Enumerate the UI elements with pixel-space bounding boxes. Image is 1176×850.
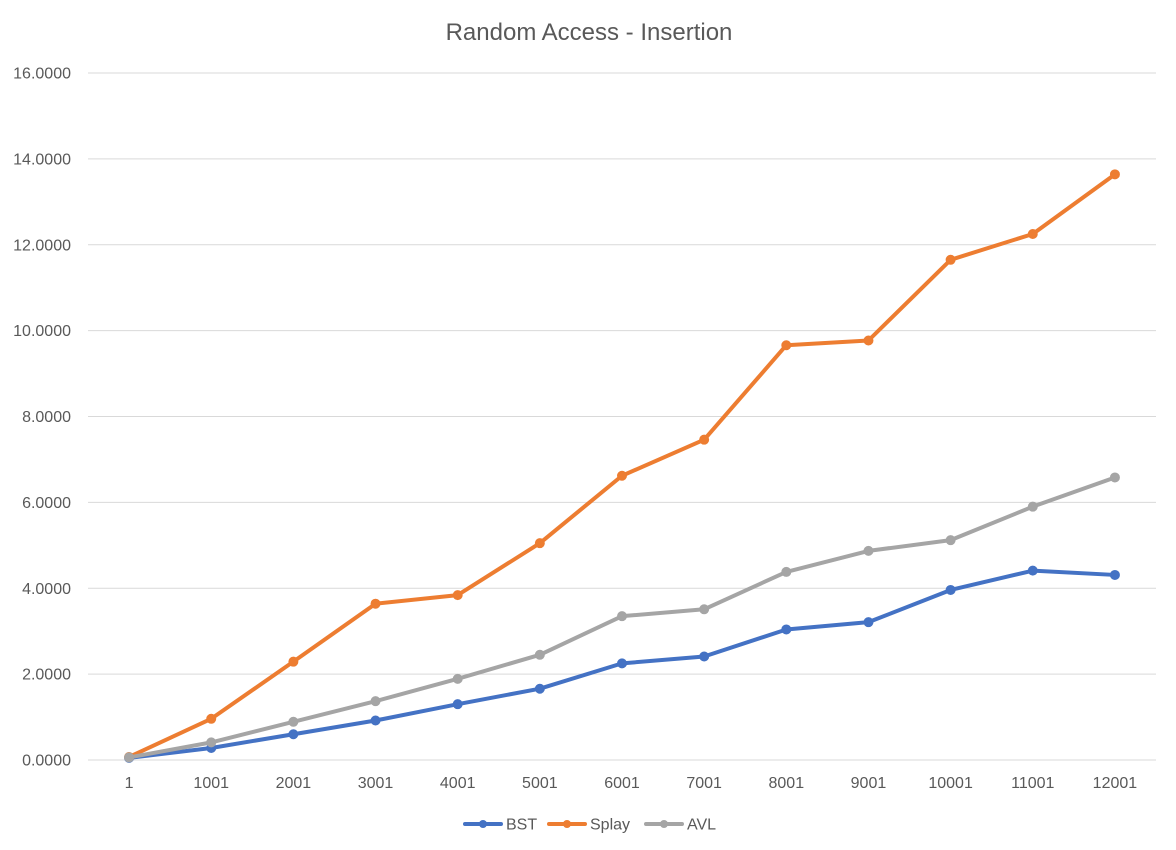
- x-tick-label: 5001: [522, 775, 558, 792]
- series-lines: [124, 169, 1120, 763]
- y-tick-label: 10.0000: [13, 323, 71, 340]
- legend-item-avl: AVL: [644, 817, 716, 834]
- data-point-splay: [370, 598, 381, 609]
- x-tick-label: 4001: [440, 775, 476, 792]
- x-tick-label: 6001: [604, 775, 640, 792]
- data-point-bst: [1027, 565, 1038, 576]
- legend-label: Splay: [590, 817, 630, 834]
- data-point-splay: [452, 590, 463, 601]
- data-point-splay: [1109, 169, 1120, 180]
- series-bst: [124, 565, 1120, 763]
- data-point-splay: [863, 335, 874, 346]
- y-tick-label: 14.0000: [13, 151, 71, 168]
- series-avl: [124, 472, 1120, 763]
- legend-label: BST: [506, 817, 537, 834]
- legend-label: AVL: [687, 817, 716, 834]
- legend-swatch-marker: [479, 820, 487, 828]
- data-point-splay: [288, 656, 299, 667]
- data-point-bst: [781, 624, 792, 635]
- data-point-splay: [1027, 229, 1038, 240]
- y-tick-label: 12.0000: [13, 237, 71, 254]
- data-point-avl: [370, 696, 381, 707]
- series-line-splay: [127, 172, 1117, 759]
- x-tick-label: 8001: [769, 775, 805, 792]
- data-point-avl: [699, 604, 710, 615]
- data-point-avl: [452, 673, 463, 684]
- x-tick-label: 1001: [193, 775, 229, 792]
- data-point-avl: [617, 611, 627, 622]
- x-tick-label: 9001: [851, 775, 887, 792]
- data-point-avl: [945, 535, 956, 546]
- data-point-splay: [617, 470, 627, 481]
- data-point-bst: [370, 715, 381, 726]
- legend-item-bst: BST: [463, 817, 537, 834]
- legend-swatch-marker: [563, 820, 571, 828]
- data-point-splay: [206, 713, 217, 724]
- data-point-avl: [124, 752, 135, 763]
- data-point-splay: [781, 340, 792, 351]
- data-point-bst: [863, 617, 874, 628]
- series-splay: [124, 169, 1120, 762]
- gridlines: [88, 72, 1156, 675]
- data-point-bst: [452, 699, 463, 710]
- legend: BST Splay AVL: [463, 817, 716, 834]
- x-tick-label: 7001: [686, 775, 722, 792]
- y-tick-label: 6.0000: [22, 495, 71, 512]
- data-point-splay: [699, 434, 710, 445]
- data-point-avl: [206, 737, 217, 748]
- y-tick-label: 0.0000: [22, 753, 71, 770]
- y-tick-label: 16.0000: [13, 66, 71, 83]
- x-tick-label: 1: [125, 775, 134, 792]
- legend-item-splay: Splay: [547, 817, 630, 834]
- x-axis: 1 1001 2001 3001 4001 5001 6001 7001 8001 9001 100…: [88, 759, 1156, 792]
- data-point-bst: [945, 584, 956, 595]
- data-point-avl: [863, 545, 874, 556]
- y-tick-label: 2.0000: [22, 667, 71, 684]
- data-point-bst: [617, 658, 627, 669]
- data-point-splay: [945, 254, 956, 265]
- legend-swatch-marker: [660, 820, 668, 828]
- data-point-avl: [781, 566, 792, 577]
- data-point-avl: [288, 716, 299, 727]
- y-tick-label: 4.0000: [22, 581, 71, 598]
- y-axis: 0.0000 2.0000 4.0000 6.0000 8.0000 10.0000 12.…: [13, 66, 71, 770]
- x-tick-label: 2001: [276, 775, 312, 792]
- data-point-avl: [1027, 501, 1038, 512]
- chart-title: Random Access - Insertion: [446, 19, 733, 46]
- x-tick-label: 11001: [1011, 775, 1054, 792]
- x-tick-label: 12001: [1093, 775, 1138, 792]
- data-point-bst: [534, 683, 545, 694]
- y-tick-label: 8.0000: [22, 409, 71, 426]
- data-point-bst: [1109, 569, 1120, 580]
- data-point-bst: [288, 729, 299, 740]
- data-point-bst: [699, 651, 710, 662]
- data-point-avl: [1109, 472, 1120, 483]
- x-tick-label: 10001: [928, 775, 973, 792]
- x-tick-label: 3001: [358, 775, 394, 792]
- data-point-avl: [534, 649, 545, 660]
- data-point-splay: [534, 538, 545, 549]
